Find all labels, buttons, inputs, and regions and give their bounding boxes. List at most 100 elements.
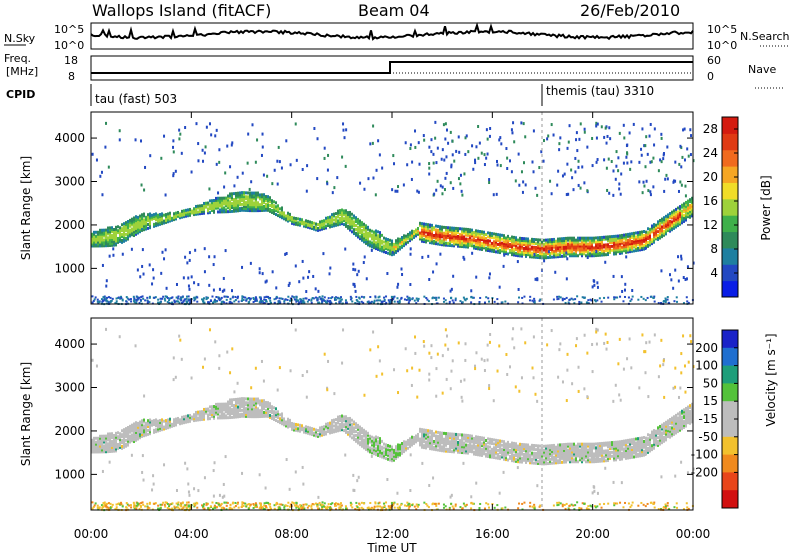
velocity-cell: [119, 432, 121, 436]
power-cell: [647, 231, 649, 235]
power-cell: [253, 197, 255, 201]
power-cell: [345, 222, 347, 226]
power-cell: [316, 137, 319, 141]
power-cell: [532, 129, 535, 133]
power-cell: [273, 298, 276, 301]
velocity-cell: [109, 434, 111, 438]
power-cell: [573, 236, 575, 240]
power-cell: [365, 234, 367, 238]
cpid-program-1: tau (fast) 503: [95, 92, 177, 106]
power-cell: [117, 236, 119, 240]
power-cell: [242, 296, 245, 299]
velocity-cell: [375, 435, 377, 439]
power-cell: [619, 246, 621, 250]
power-cell: [684, 278, 687, 282]
power-cell: [279, 213, 281, 217]
power-cell: [531, 239, 533, 243]
power-cell: [363, 234, 365, 238]
power-cell: [659, 230, 661, 234]
velocity-cell: [371, 435, 373, 439]
velocity-cell: [231, 404, 233, 408]
power-cell: [680, 257, 683, 261]
power-cell: [673, 211, 675, 215]
power-cell: [373, 246, 375, 250]
velocity-cell: [459, 443, 461, 447]
power-cell: [539, 252, 541, 256]
power-cell: [262, 301, 265, 304]
velocity-cell: [457, 444, 459, 448]
power-cell: [648, 134, 651, 138]
velocity-cell: [485, 452, 487, 456]
power-cell: [379, 244, 381, 248]
velocity-cell: [477, 449, 479, 453]
power-cell: [581, 242, 583, 246]
power-cell: [661, 225, 663, 229]
velocity-cell: [219, 410, 221, 414]
power-cell: [141, 223, 143, 227]
power-cell: [429, 235, 431, 239]
power-cell: [356, 273, 359, 277]
power-cell: [103, 232, 105, 236]
power-cell: [659, 218, 661, 222]
velocity-cell: [215, 402, 217, 406]
power-cell: [381, 233, 383, 237]
power-cell: [395, 239, 397, 243]
velocity-cell: [119, 440, 121, 444]
power-cell: [571, 244, 573, 248]
power-cell: [209, 207, 211, 211]
power-cell: [465, 134, 468, 138]
power-cell: [677, 210, 679, 214]
velocity-cell: [467, 447, 469, 451]
power-cell: [681, 205, 683, 209]
power-cell: [421, 239, 423, 243]
power-cell: [451, 228, 453, 232]
power-cell: [532, 170, 535, 174]
velocity-cell: [209, 413, 211, 417]
power-cell: [337, 211, 339, 215]
power-cell: [525, 247, 527, 251]
power-cell: [159, 213, 161, 217]
power-cell: [451, 139, 454, 143]
power-cell: [355, 298, 358, 301]
velocity-cell: [307, 431, 309, 435]
power-cell: [277, 204, 279, 208]
power-cell: [321, 225, 323, 229]
power-cell: [505, 252, 507, 256]
velocity-cell: [235, 399, 237, 403]
power-cell: [605, 243, 607, 247]
velocity-cell: [235, 403, 237, 407]
power-cell: [253, 209, 255, 213]
power-cell: [427, 223, 429, 227]
velocity-cell: [155, 422, 157, 426]
power-cell: [547, 248, 549, 252]
velocity-cell: [491, 455, 493, 459]
power-cell: [543, 256, 545, 260]
power-cell: [427, 232, 429, 236]
velocity-cell: [385, 445, 387, 449]
power-cell: [665, 218, 667, 222]
power-cell: [215, 198, 217, 202]
power-cell: [255, 209, 257, 213]
power-cell: [253, 201, 255, 205]
power-cell: [500, 142, 503, 146]
power-cell: [539, 248, 541, 252]
velocity-cell: [449, 442, 451, 446]
power-cell: [125, 238, 127, 242]
power-cell: [328, 301, 331, 304]
power-cell: [607, 157, 610, 161]
power-cell: [210, 133, 213, 137]
power-cell: [186, 301, 189, 304]
power-cell: [621, 249, 623, 253]
power-cell: [567, 192, 570, 196]
velocity-cell: [371, 451, 373, 455]
power-cell: [351, 212, 353, 216]
velocity-cell: [169, 421, 171, 425]
power-cell: [313, 126, 316, 130]
power-cell: [597, 236, 599, 240]
power-cell: [303, 301, 306, 304]
power-cell: [625, 248, 627, 252]
velocity-cell: [345, 415, 347, 419]
power-cell: [617, 156, 620, 160]
power-cell: [386, 272, 389, 276]
power-cell: [185, 208, 187, 212]
